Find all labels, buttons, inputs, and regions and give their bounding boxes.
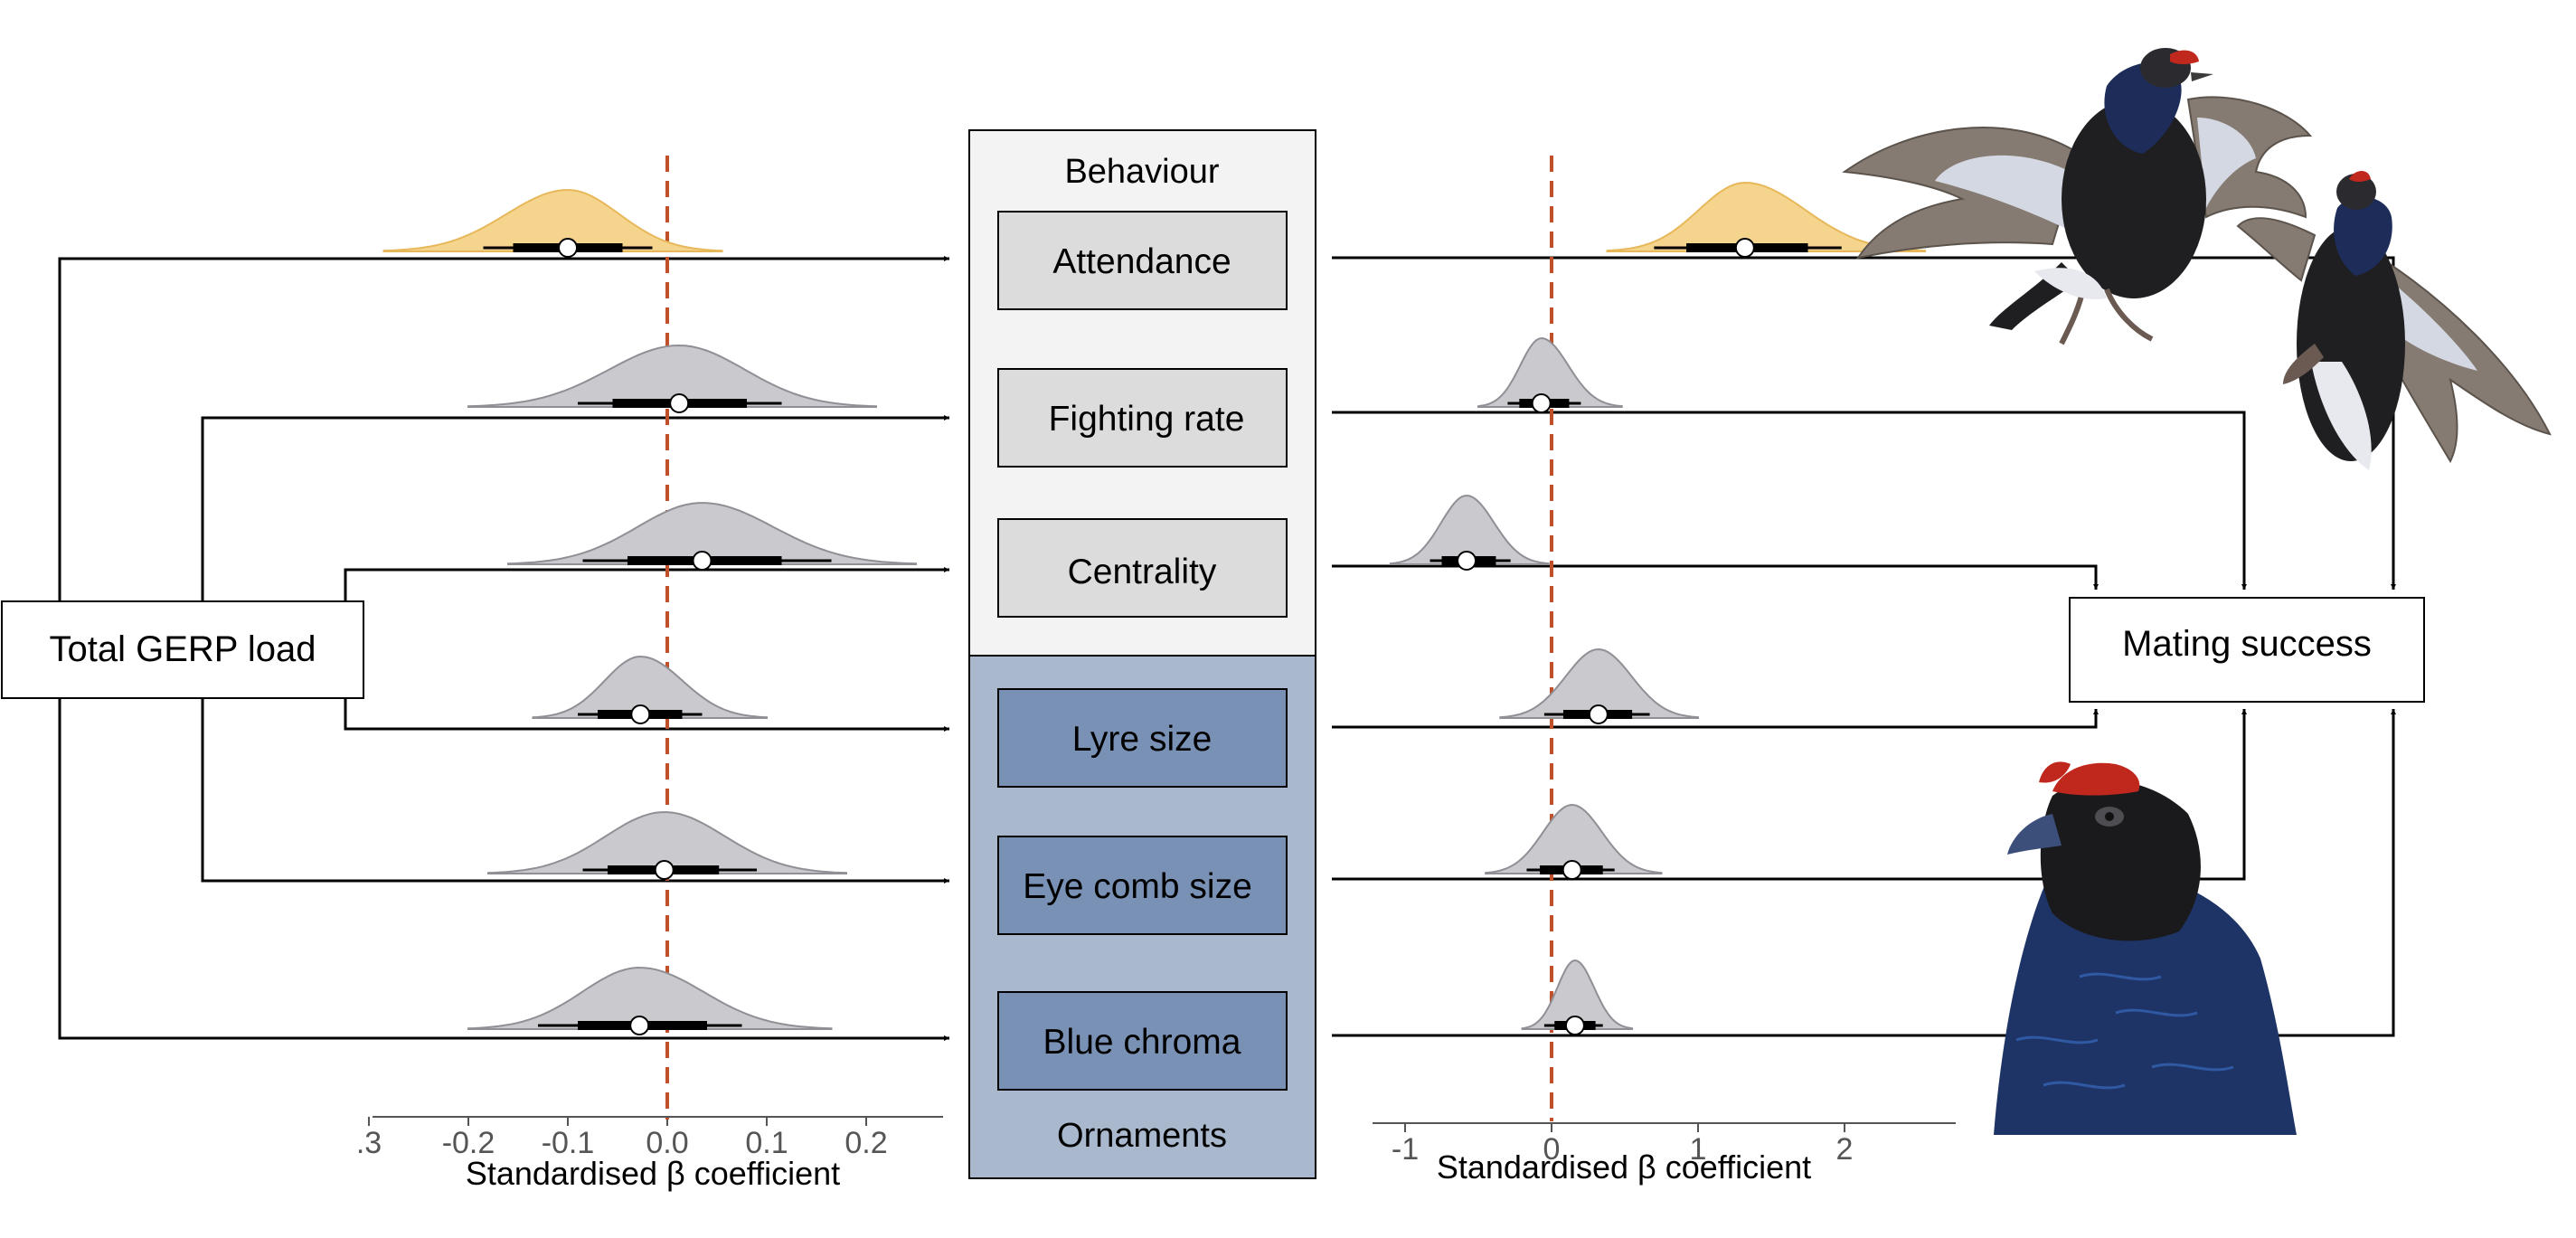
x-tick-label: 1	[1690, 1132, 1707, 1167]
posterior-row	[467, 966, 833, 1035]
posterior-row	[487, 811, 847, 880]
node-box	[2069, 597, 2425, 703]
posterior-row	[1499, 647, 1699, 724]
grouse-head-illustration	[1994, 761, 2297, 1135]
posterior-density	[487, 811, 847, 874]
grouse-right	[2236, 171, 2552, 470]
mating-effects-chart: -1 0 1 2 Standardised β coefficient	[1373, 156, 1956, 1186]
x-tick-label: .3	[356, 1126, 382, 1160]
grouse-left	[1842, 48, 2313, 345]
arrow-gerp-centrality	[344, 567, 949, 601]
x-tick-label: -0.1	[542, 1126, 595, 1160]
posterior-median-point	[1734, 238, 1755, 258]
posterior-density	[532, 656, 768, 719]
ornaments-label: Ornaments	[1057, 1117, 1227, 1155]
posterior-row	[1389, 494, 1550, 571]
trait-box-attendance: Attendance	[997, 211, 1288, 310]
posterior-median-point	[1564, 1016, 1585, 1035]
fighting-grouse-illustration	[1842, 48, 2552, 470]
trait-box-bg	[997, 991, 1288, 1091]
arrow-centrality-mating	[1332, 564, 2099, 590]
posterior-row	[1477, 337, 1623, 413]
posterior-density	[1389, 494, 1550, 565]
trait-box-blue-chroma: Blue chroma	[997, 991, 1288, 1091]
posterior-density	[507, 502, 917, 565]
posterior-row	[507, 502, 917, 571]
trait-to-mating-arrows	[1332, 256, 2396, 1037]
arrow-eye-comb-size-mating	[1332, 709, 2247, 881]
trait-label-blue-chroma: Blue chroma	[1043, 1023, 1241, 1062]
arrow-blue-chroma-mating	[1332, 709, 2396, 1037]
arrow-gerp-lyre-size	[344, 698, 949, 732]
posterior-density	[467, 344, 877, 408]
posterior-row	[532, 656, 768, 724]
x-axis-label: Standardised β coefficient	[466, 1155, 840, 1192]
node-box	[1, 600, 364, 699]
posterior-median-point	[558, 238, 578, 258]
trait-box-eye-comb-size: Eye comb size	[997, 836, 1288, 935]
trait-label-fighting-rate: Fighting rate	[1049, 400, 1245, 439]
posterior-median-point	[692, 551, 712, 571]
x-tick-label: 0.2	[845, 1126, 887, 1160]
x-tick-label: 0.0	[646, 1126, 688, 1160]
gerp-to-trait-arrows	[58, 256, 949, 1041]
arrow-attendance-mating	[1332, 256, 2396, 590]
posterior-median-point	[654, 860, 675, 880]
posterior-row	[467, 344, 877, 413]
posterior-density	[467, 966, 833, 1030]
posterior-density	[1521, 959, 1634, 1030]
posterior-median-point	[1562, 860, 1582, 880]
trait-box-bg	[997, 688, 1288, 788]
trait-label-centrality: Centrality	[1068, 553, 1217, 591]
trait-box-bg	[997, 836, 1288, 935]
x-tick-label: 2	[1836, 1132, 1854, 1167]
x-tick-label: 0	[1543, 1132, 1561, 1167]
posterior-median-point	[669, 393, 690, 413]
x-tick-label: 0.1	[745, 1126, 788, 1160]
total-gerp-load-label: Total GERP load	[50, 629, 316, 669]
trait-box-bg	[997, 211, 1288, 310]
arrow-lyre-size-mating	[1332, 709, 2099, 729]
x-axis-label: Standardised β coefficient	[1437, 1148, 1811, 1186]
trait-box-bg	[997, 518, 1288, 618]
posterior-median-point	[629, 1016, 650, 1035]
trait-box-lyre-size: Lyre size	[997, 688, 1288, 788]
mating-success-node: Mating success	[2069, 597, 2425, 703]
x-tick-label: -1	[1392, 1132, 1419, 1167]
arrow-gerp-eye-comb-size	[201, 698, 949, 884]
trait-box-fighting-rate: Fighting rate	[997, 368, 1288, 468]
posterior-row	[1485, 804, 1663, 880]
posterior-density	[1477, 337, 1623, 408]
posterior-median-point	[1588, 704, 1609, 724]
posterior-median-point	[630, 704, 651, 724]
posterior-density	[1485, 804, 1663, 874]
posterior-row	[382, 189, 723, 258]
arrow-gerp-attendance	[58, 256, 949, 601]
arrow-gerp-blue-chroma	[58, 698, 949, 1041]
arrow-gerp-fighting-rate	[201, 415, 949, 601]
total-gerp-load-node: Total GERP load	[1, 600, 364, 699]
trait-box-bg	[997, 368, 1288, 468]
behaviour-label: Behaviour	[1064, 153, 1219, 191]
trait-label-eye-comb-size: Eye comb size	[1023, 867, 1252, 906]
trait-label-attendance: Attendance	[1052, 242, 1231, 281]
mating-success-label: Mating success	[2122, 624, 2372, 664]
arrow-fighting-rate-mating	[1332, 411, 2247, 590]
posterior-density	[1499, 647, 1699, 719]
posterior-density	[382, 189, 723, 252]
posterior-median-point	[1531, 393, 1552, 413]
trait-label-lyre-size: Lyre size	[1072, 720, 1213, 759]
posterior-median-point	[1457, 551, 1477, 571]
x-tick-label: -0.2	[442, 1126, 495, 1160]
posterior-row	[1521, 959, 1634, 1035]
trait-box-centrality: Centrality	[997, 518, 1288, 618]
